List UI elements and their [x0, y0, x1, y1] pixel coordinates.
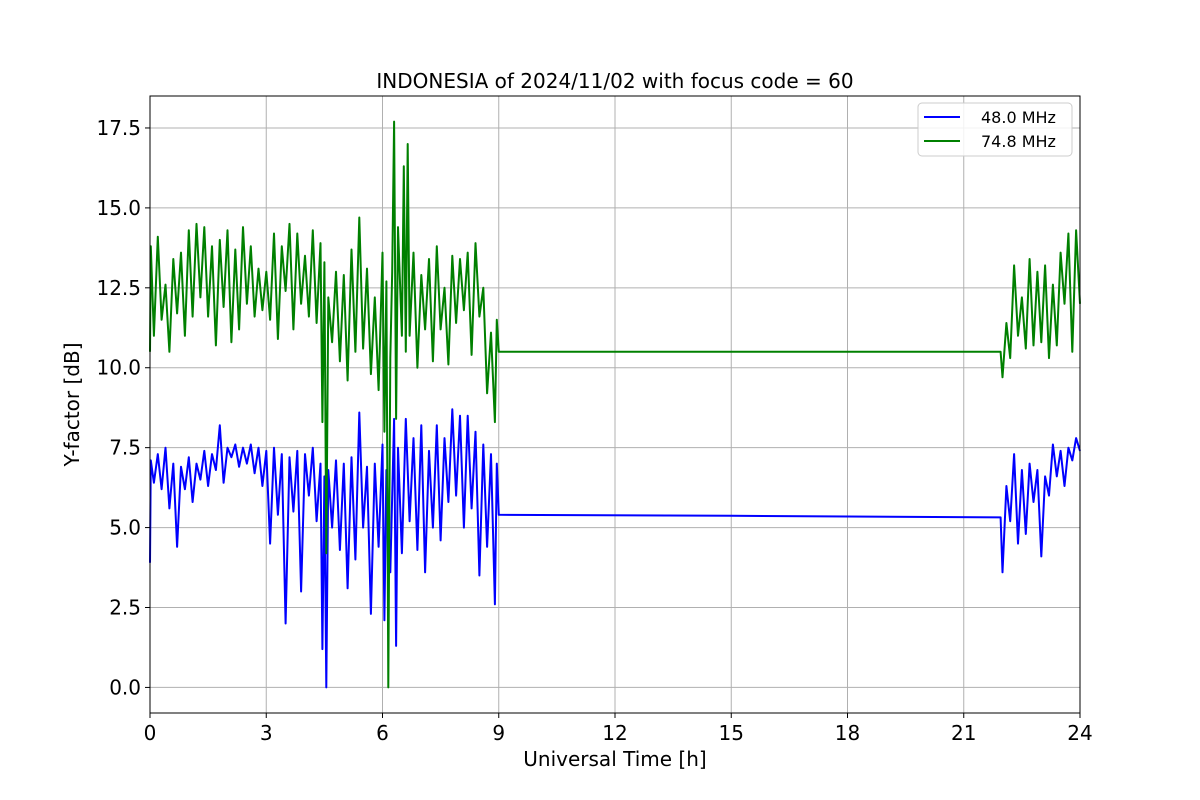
y-axis: 0.0 2.5 5.0 7.5 10.0 12.5 15.0 17.5	[96, 116, 150, 699]
series-lines	[149, 120, 1081, 689]
y-tick-label: 7.5	[109, 436, 141, 460]
chart-title: INDONESIA of 2024/11/02 with focus code …	[376, 69, 853, 93]
y-tick-label: 5.0	[109, 516, 141, 540]
x-tick-label: 24	[1067, 721, 1092, 745]
y-tick-label: 0.0	[109, 675, 141, 699]
x-tick-label: 0	[144, 721, 157, 745]
x-tick-label: 9	[492, 721, 505, 745]
legend: 48.0 MHz 74.8 MHz	[917, 102, 1073, 157]
x-tick-label: 18	[835, 721, 860, 745]
x-tick-label: 12	[602, 721, 627, 745]
x-tick-label: 6	[376, 721, 389, 745]
y-tick-label: 12.5	[96, 276, 141, 300]
legend-label-48mhz: 48.0 MHz	[981, 108, 1056, 127]
x-tick-label: 21	[951, 721, 976, 745]
series-line-1	[149, 120, 1081, 689]
x-axis-label: Universal Time [h]	[523, 747, 706, 771]
y-tick-label: 15.0	[96, 196, 141, 220]
series-line-0	[149, 408, 1081, 689]
x-tick-label: 3	[260, 721, 273, 745]
y-tick-label: 17.5	[96, 116, 141, 140]
x-tick-label: 15	[719, 721, 744, 745]
y-tick-label: 10.0	[96, 356, 141, 380]
x-axis: 0 3 6 9 12 15 18 21 24	[144, 713, 1093, 745]
y-tick-label: 2.5	[109, 596, 141, 620]
legend-label-74mhz: 74.8 MHz	[981, 132, 1056, 151]
y-axis-label: Y-factor [dB]	[60, 342, 84, 467]
